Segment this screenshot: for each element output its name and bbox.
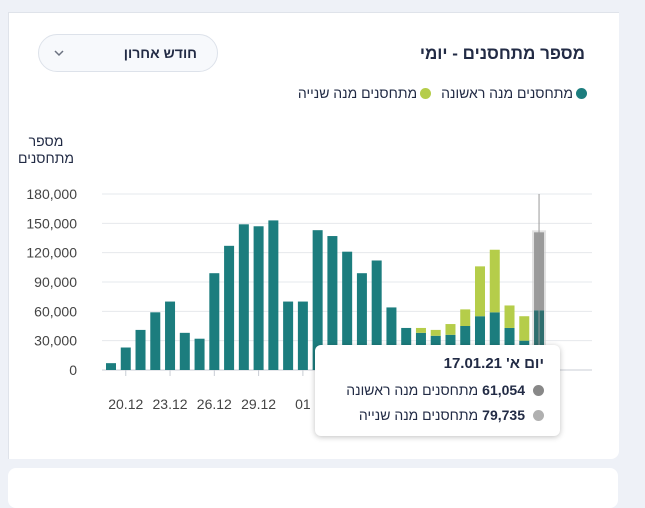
bar-dose1 — [106, 363, 116, 370]
legend-label-dose1: מתחסנים מנה ראשונה — [441, 85, 573, 101]
tooltip-date: יום א' 17.01.21 — [443, 355, 544, 372]
bar-dose1 — [165, 301, 176, 370]
bar-dose1 — [268, 220, 279, 370]
bar-dose1 — [224, 245, 235, 370]
x-tick-label: 26.12 — [197, 396, 232, 412]
bar-dose1 — [327, 236, 338, 370]
bar-dose1 — [253, 226, 264, 370]
y-axis-label: מספר מתחסנים — [18, 133, 74, 166]
x-tick-label: 29.12 — [241, 396, 276, 412]
bar-dose1 — [150, 312, 161, 370]
bar-dose1 — [489, 312, 500, 370]
bar-dose1 — [386, 307, 397, 370]
chart-legend: מתחסנים מנה ראשונה מתחסנים מנה שנייה — [298, 85, 587, 101]
y-tick-label: 180,000 — [26, 186, 77, 202]
tooltip-dot-dose1 — [533, 384, 544, 396]
bar-dose1 — [371, 260, 382, 370]
legend-dot-dose1 — [576, 87, 587, 99]
chevron-down-icon — [54, 50, 64, 57]
tooltip-value-dose1: 61,054 — [482, 382, 525, 398]
tooltip-value-dose2: 79,735 — [482, 407, 525, 423]
legend-dot-dose2 — [420, 87, 432, 99]
bar-dose1 — [238, 224, 249, 370]
tooltip-row-dose2: 79,735 מתחסנים מנה שנייה — [359, 407, 544, 423]
y-tick-label: 30,000 — [34, 333, 77, 349]
tooltip-label-dose2: מתחסנים מנה שנייה — [358, 407, 479, 423]
bar-dose1 — [342, 251, 353, 370]
y-tick-label: 150,000 — [26, 215, 77, 231]
bar-dose1 — [356, 273, 367, 370]
bar-dose1 — [283, 301, 294, 370]
y-tick-label: 90,000 — [34, 274, 77, 290]
bar-dose2 — [475, 266, 485, 317]
bar-dose2 — [445, 324, 456, 335]
bar-dose2 — [504, 305, 515, 328]
bar-chart: 0 30,000 60,000 90,000 120,000 150,000 180,000… — [26, 186, 592, 412]
period-select[interactable]: חודש אחרון — [38, 34, 218, 72]
chart-tooltip: יום א' 17.01.21 61,054 מתחסנים מנה ראשונ… — [315, 345, 560, 436]
bar-dose2 — [519, 316, 530, 341]
tooltip-dot-dose2 — [533, 409, 544, 421]
x-tick-label: 01 — [295, 396, 311, 412]
x-tick-label: 20.12 — [108, 396, 143, 412]
bar-dose2 — [415, 327, 426, 333]
legend-item-dose1[interactable]: מתחסנים מנה ראשונה — [441, 85, 587, 101]
page-background — [618, 0, 645, 496]
y-tick-label: 60,000 — [34, 303, 77, 319]
legend-label-dose2: מתחסנים מנה שנייה — [297, 85, 418, 101]
bar-dose2 — [489, 249, 500, 313]
bar-dose1 — [475, 316, 485, 370]
x-tick-label: 23.12 — [153, 396, 188, 412]
bar-dose1 — [179, 332, 190, 370]
y-tick-label: 120,000 — [26, 245, 77, 261]
period-select-label: חודש אחרון — [123, 45, 197, 61]
chart-title: מספר מתחסנים - יומי — [419, 44, 585, 63]
tooltip-row-dose1: 61,054 מתחסנים מנה ראשונה — [346, 382, 544, 398]
bar-dose1 — [120, 347, 131, 370]
bar-dose1 — [312, 230, 323, 370]
bar-dose1 — [297, 301, 308, 370]
y-tick-label: 0 — [69, 362, 77, 378]
bar-dose1 — [135, 329, 146, 370]
tooltip-label-dose1: מתחסנים מנה ראשונה — [346, 382, 479, 398]
bar-dose2 — [460, 309, 471, 326]
bar-dose2 — [430, 329, 441, 336]
bar-dose1 — [194, 338, 205, 370]
bar-dose1 — [209, 273, 220, 370]
legend-item-dose2[interactable]: מתחסנים מנה שנייה — [297, 85, 432, 101]
